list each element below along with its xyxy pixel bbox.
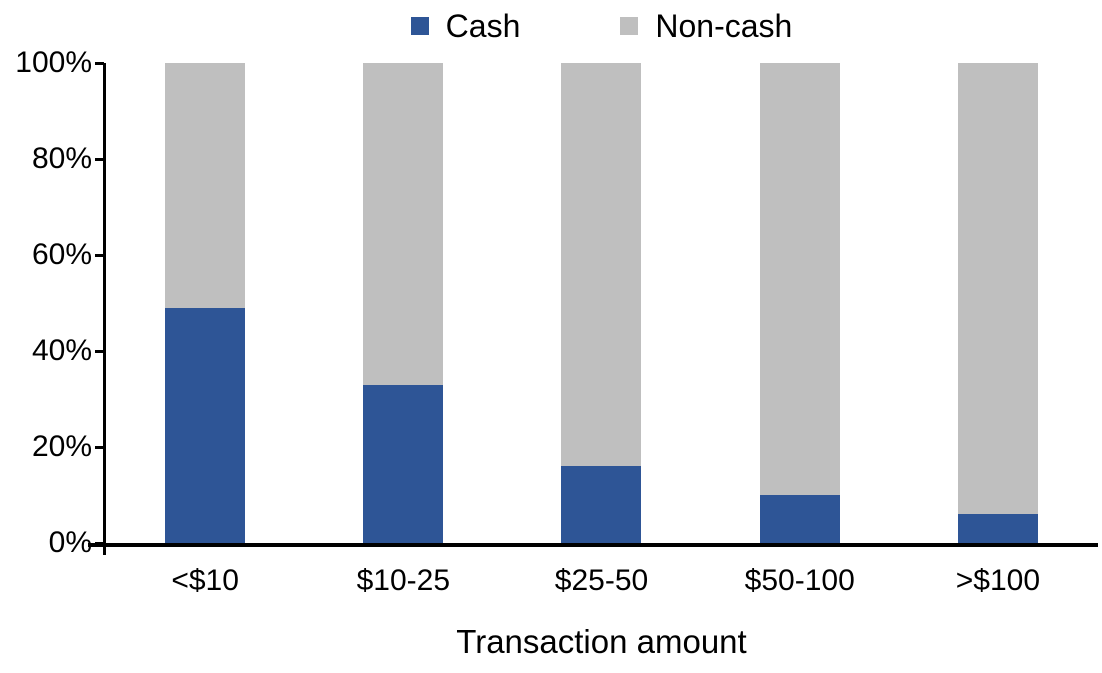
- legend-item-non-cash: Non-cash: [620, 8, 792, 44]
- bar-segment-cash: [561, 466, 642, 543]
- bar-segment-non-cash: [561, 63, 642, 467]
- y-axis-line: [103, 63, 106, 547]
- legend-label: Non-cash: [655, 8, 793, 44]
- y-axis-tick-label: 60%: [31, 238, 92, 271]
- y-axis-tick-label: 40%: [31, 334, 92, 367]
- y-axis-tick: [95, 254, 104, 257]
- y-axis-tick-label: 80%: [31, 142, 92, 175]
- y-axis-tick: [95, 350, 104, 353]
- legend-swatch-icon: [620, 17, 639, 35]
- y-axis-tick: [95, 158, 104, 161]
- x-axis-labels: <$10 $10-25 $25-50 $50-100 >$100: [106, 561, 1097, 601]
- x-axis-label: >$100: [955, 564, 1041, 597]
- y-axis-tick: [95, 542, 104, 545]
- x-axis-line: [88, 543, 1098, 547]
- x-axis-label: $50-100: [744, 564, 855, 597]
- legend: Cash Non-cash: [106, 8, 1097, 44]
- bar-segment-non-cash: [957, 63, 1038, 515]
- bar-column-25-50: [561, 63, 642, 543]
- bar-column-50-100: [759, 63, 840, 543]
- y-axis-tick-label: 20%: [31, 430, 92, 463]
- y-axis-tick: [95, 62, 104, 65]
- legend-label: Cash: [445, 8, 521, 44]
- bar-column-10-25: [363, 63, 444, 543]
- x-axis-label: $10-25: [356, 564, 451, 597]
- bar-segment-cash: [363, 384, 444, 543]
- y-axis-tick-label: 100%: [15, 46, 92, 79]
- bar-segment-non-cash: [363, 63, 444, 385]
- x-axis-zero-tick: [103, 547, 106, 555]
- bar-segment-cash: [957, 514, 1038, 543]
- x-axis-label: $25-50: [554, 564, 649, 597]
- x-axis-title: Transaction amount: [456, 623, 747, 660]
- bar-segment-cash: [165, 307, 246, 543]
- legend-swatch-icon: [410, 17, 429, 35]
- bar-column-100: [957, 63, 1038, 543]
- bar-segment-non-cash: [759, 63, 840, 495]
- bar-segment-cash: [759, 495, 840, 543]
- y-axis-tick: [95, 446, 104, 449]
- plot-area: [106, 63, 1097, 543]
- x-axis-label: <$10: [171, 564, 239, 597]
- bar-segment-non-cash: [165, 63, 246, 308]
- y-axis-tick-label: 0%: [48, 526, 92, 559]
- legend-item-cash: Cash: [410, 8, 521, 44]
- bar-column-10: [165, 63, 246, 543]
